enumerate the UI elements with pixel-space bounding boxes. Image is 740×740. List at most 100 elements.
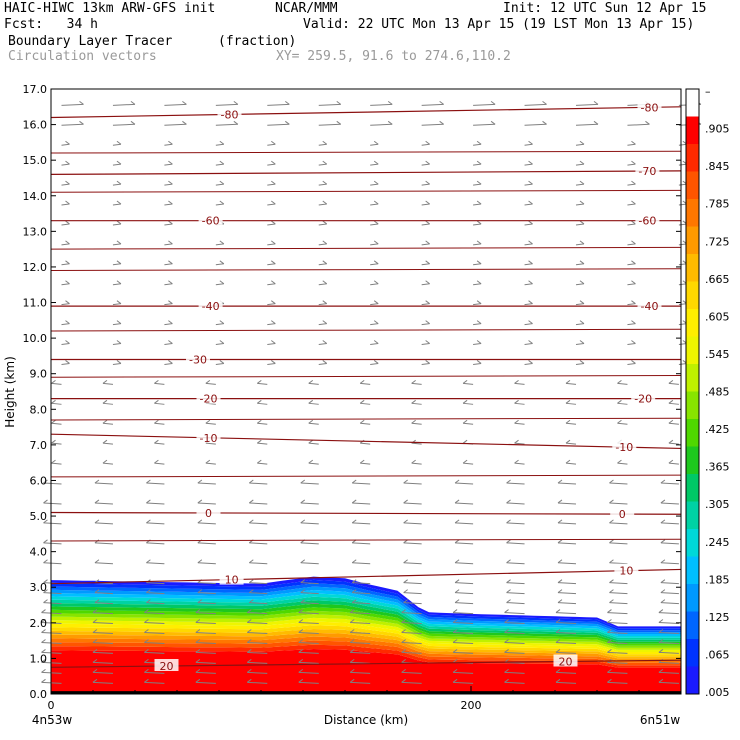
wind-vector	[94, 522, 113, 525]
wind-vector-head	[195, 629, 201, 633]
wind-vector-head	[92, 678, 98, 683]
wind-vector	[215, 123, 238, 126]
wind-vector-head	[270, 160, 276, 165]
wind-vector-head	[65, 200, 70, 205]
x-tick-label: 0	[48, 699, 55, 712]
wind-vector	[627, 223, 636, 226]
wind-vector-head	[557, 519, 563, 524]
wind-vector-head	[300, 519, 306, 524]
wind-vector-head	[65, 340, 70, 344]
wind-vector	[575, 283, 585, 286]
wind-vector-head	[349, 658, 355, 663]
wind-vector-head	[205, 419, 211, 424]
wind-vector-head	[411, 379, 416, 384]
wind-vector-head	[403, 589, 408, 594]
wind-vector	[453, 622, 474, 625]
wind-vector	[154, 462, 165, 465]
wind-vector	[350, 622, 371, 625]
wind-vector	[146, 562, 165, 565]
wind-vector-head	[256, 379, 262, 384]
wind-vector	[146, 502, 165, 505]
wind-vector-head	[41, 658, 46, 663]
wind-vector	[318, 103, 341, 106]
wind-vector	[370, 243, 379, 246]
wind-vector	[473, 303, 482, 306]
xy-coords: XY= 259.5, 91.6 to 274.6,110.2	[276, 49, 511, 64]
y-tick-label: 0.0	[30, 688, 48, 701]
wind-vector-head	[94, 589, 100, 594]
wind-vector-head	[154, 459, 159, 464]
colorbar: – .905 .845 .785 .725 .665 .605 .545 .485 .425 .36…	[685, 85, 730, 699]
wind-vector	[609, 502, 628, 505]
contour-line	[50, 417, 682, 421]
wind-vector-head	[668, 379, 674, 384]
contour-label: -80	[641, 101, 659, 114]
contour-label-bg	[217, 107, 242, 120]
wind-vector	[411, 462, 422, 465]
wind-vector-head	[116, 160, 122, 165]
wind-vector	[514, 422, 525, 425]
contour-line	[50, 433, 682, 450]
wind-vector	[144, 612, 165, 615]
wind-vector	[555, 632, 577, 634]
wind-vector-head	[92, 649, 98, 653]
wind-vector	[257, 402, 268, 405]
colorbar-segment	[686, 89, 699, 117]
wind-vector-head	[565, 399, 571, 404]
wind-vector-head	[514, 459, 519, 464]
wind-vector	[557, 482, 577, 485]
wind-vector-head	[43, 579, 48, 584]
wind-vector	[473, 263, 482, 266]
wind-vector	[195, 612, 216, 615]
tracer-band	[51, 614, 681, 650]
wind-vector	[257, 442, 268, 445]
wind-vector-head	[403, 519, 408, 524]
wind-vector-head	[403, 599, 408, 604]
wind-vector-head	[359, 419, 365, 424]
contour-label-bg	[637, 299, 662, 312]
contour-label: -10	[615, 441, 633, 454]
wind-vector-head	[658, 629, 664, 633]
wind-vector-head	[144, 678, 149, 683]
colorbar-segment	[686, 226, 699, 254]
wind-vector-head	[609, 589, 614, 594]
wind-vector	[318, 283, 327, 286]
wind-vector-head	[504, 639, 509, 643]
y-tick-label: 7.0	[30, 439, 48, 452]
wind-vector	[370, 223, 379, 226]
wind-vector	[575, 223, 585, 226]
wind-vector	[146, 522, 165, 525]
colorbar-segment	[686, 529, 699, 557]
wind-vector	[455, 602, 474, 605]
wind-vector-head	[452, 629, 458, 633]
wind-vector	[267, 103, 290, 106]
wind-vector-head	[373, 360, 379, 364]
wind-vector	[247, 681, 268, 684]
wind-vector	[164, 343, 173, 346]
colorbar-label: .185	[705, 573, 730, 586]
wind-vector	[300, 562, 319, 565]
wind-vector-head	[514, 379, 519, 384]
wind-vector	[524, 123, 547, 126]
wind-vector	[215, 243, 224, 246]
wind-vector-head	[504, 609, 509, 613]
wind-vector	[112, 283, 122, 286]
wind-vector	[298, 641, 319, 644]
wind-vector-head	[79, 120, 84, 125]
tracer-band	[51, 629, 681, 659]
wind-vector-head	[308, 419, 314, 424]
wind-vector-head	[504, 649, 509, 653]
wind-vector-head	[668, 459, 674, 464]
wind-vector-head	[247, 639, 252, 643]
wind-vector	[197, 482, 216, 485]
wind-vector-head	[506, 579, 511, 584]
wind-vector-head	[631, 240, 636, 245]
wind-vector	[146, 542, 165, 545]
wind-vector	[455, 562, 474, 565]
colorbar-label: .905	[705, 123, 730, 136]
contour-label: 0	[205, 507, 212, 520]
wind-vector-head	[154, 439, 159, 444]
wind-vector	[411, 442, 422, 445]
wind-vector	[609, 592, 628, 595]
